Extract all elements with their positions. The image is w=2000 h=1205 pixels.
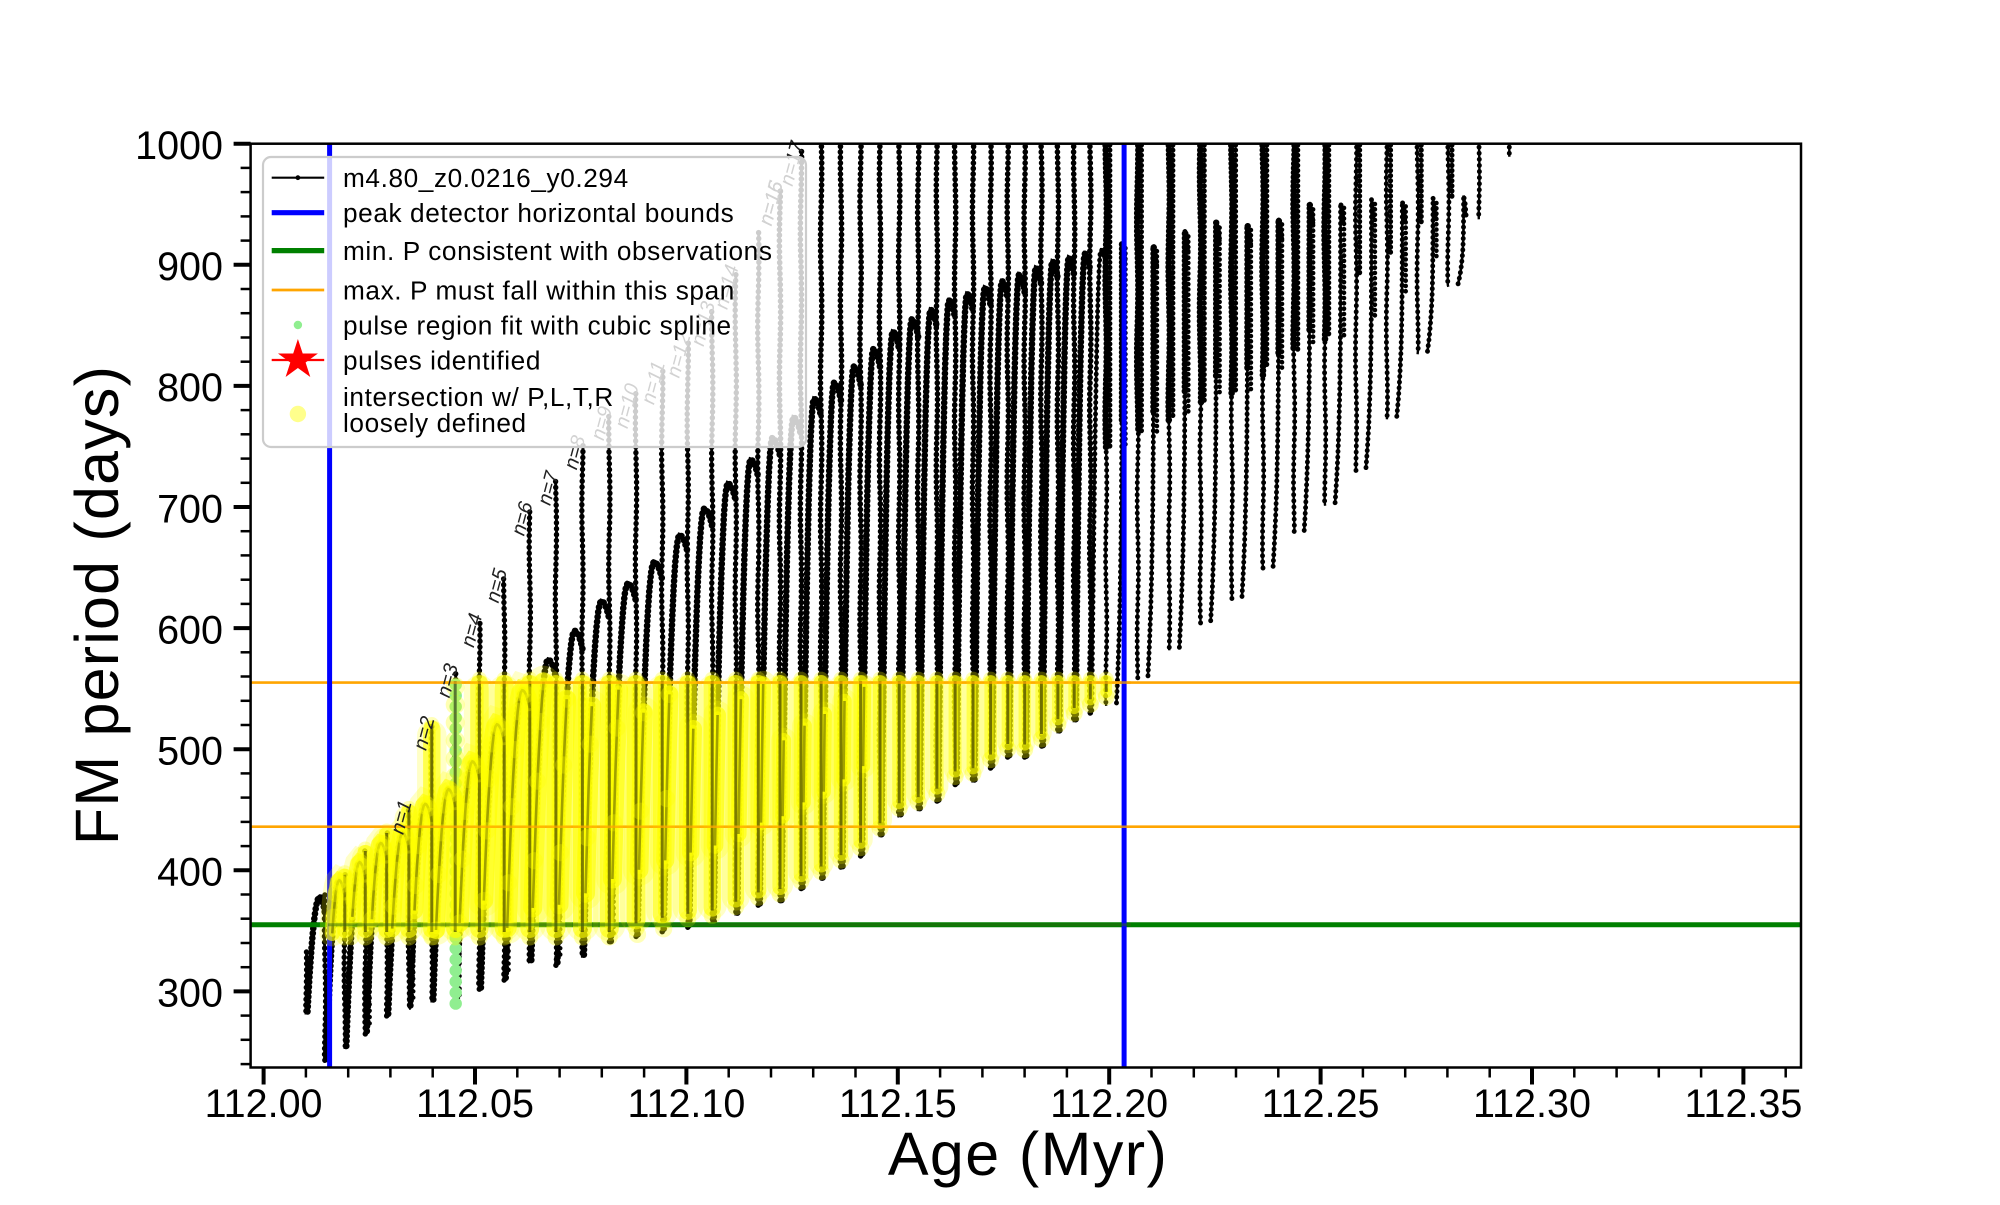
svg-text:112.05: 112.05 xyxy=(416,1082,534,1126)
svg-text:min. P consistent with observa: min. P consistent with observations xyxy=(343,236,773,266)
svg-text:112.35: 112.35 xyxy=(1684,1082,1802,1126)
svg-text:pulse region fit with cubic sp: pulse region fit with cubic spline xyxy=(343,311,732,341)
svg-text:112.00: 112.00 xyxy=(205,1082,323,1126)
svg-text:max. P must fall within this s: max. P must fall within this span xyxy=(343,276,735,306)
svg-text:300: 300 xyxy=(157,972,223,1016)
svg-text:112.10: 112.10 xyxy=(627,1082,745,1126)
svg-text:1000: 1000 xyxy=(135,124,223,168)
svg-text:400: 400 xyxy=(157,851,223,895)
svg-text:FM period (days): FM period (days) xyxy=(63,365,131,845)
svg-text:700: 700 xyxy=(157,487,223,531)
svg-text:500: 500 xyxy=(157,730,223,774)
svg-text:intersection w/ P,L,T,R: intersection w/ P,L,T,R xyxy=(343,382,614,412)
svg-text:112.20: 112.20 xyxy=(1050,1082,1168,1126)
svg-text:Age (Myr): Age (Myr) xyxy=(888,1120,1168,1188)
svg-text:peak detector horizontal bound: peak detector horizontal bounds xyxy=(343,198,734,228)
svg-text:112.25: 112.25 xyxy=(1262,1082,1380,1126)
svg-text:loosely defined: loosely defined xyxy=(343,408,527,438)
svg-text:m4.80_z0.0216_y0.294: m4.80_z0.0216_y0.294 xyxy=(343,163,629,193)
svg-text:pulses identified: pulses identified xyxy=(343,346,541,376)
svg-text:112.15: 112.15 xyxy=(839,1082,957,1126)
svg-text:800: 800 xyxy=(157,366,223,410)
svg-text:112.30: 112.30 xyxy=(1473,1082,1591,1126)
svg-text:600: 600 xyxy=(157,608,223,652)
svg-text:900: 900 xyxy=(157,245,223,289)
